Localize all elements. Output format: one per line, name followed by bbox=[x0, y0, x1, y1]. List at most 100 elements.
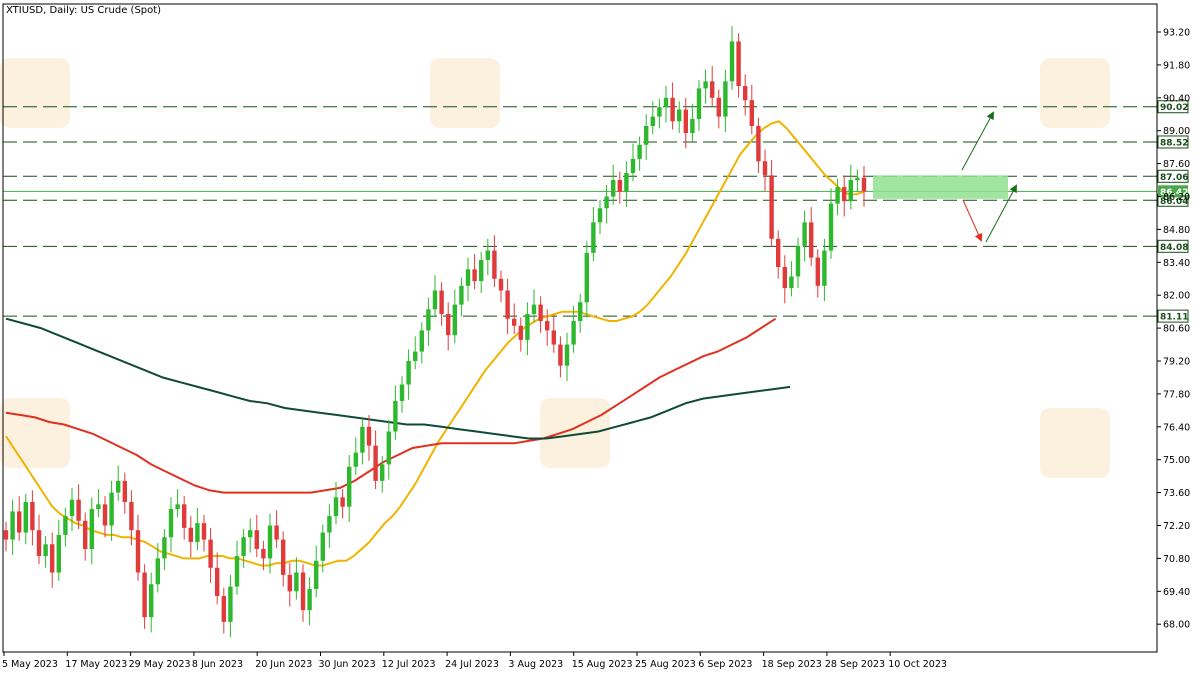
candle-body bbox=[76, 499, 81, 521]
candle-body bbox=[413, 351, 418, 361]
level-label: 86.04 bbox=[1160, 197, 1188, 207]
candle-body bbox=[142, 572, 147, 618]
candle-body bbox=[452, 304, 457, 336]
candle-body bbox=[670, 97, 675, 122]
candle-body bbox=[736, 41, 741, 87]
watermark-logo bbox=[0, 58, 70, 128]
candle-body bbox=[492, 250, 497, 279]
candle-body bbox=[347, 466, 352, 507]
y-tick-label: 75.00 bbox=[1163, 455, 1190, 466]
candle-body bbox=[281, 539, 286, 575]
candle-body bbox=[769, 175, 774, 239]
candle-body bbox=[406, 361, 411, 385]
candle-body bbox=[23, 502, 28, 533]
candle-body bbox=[122, 480, 127, 502]
candle-body bbox=[327, 516, 332, 533]
y-tick-label: 87.60 bbox=[1163, 159, 1190, 170]
candle-body bbox=[294, 572, 299, 592]
watermark-logo bbox=[540, 398, 610, 468]
candle-body bbox=[842, 187, 847, 202]
candle-body bbox=[531, 304, 537, 314]
candle-body bbox=[584, 252, 589, 303]
candle-body bbox=[465, 269, 471, 286]
y-tick-label: 80.60 bbox=[1163, 324, 1190, 335]
candle-body bbox=[10, 511, 15, 540]
level-label-box bbox=[1157, 135, 1189, 149]
candle-body bbox=[637, 144, 642, 159]
candle-body bbox=[710, 81, 715, 98]
level-label-box bbox=[1157, 309, 1189, 323]
candle-body bbox=[340, 497, 345, 507]
level-label-box bbox=[1157, 169, 1189, 183]
candle-body bbox=[314, 560, 319, 589]
watermark-layer bbox=[0, 58, 1110, 478]
y-tick-label: 79.20 bbox=[1163, 357, 1190, 368]
candle-body bbox=[149, 584, 154, 618]
bearish-arrow bbox=[962, 199, 983, 242]
candle-body bbox=[333, 497, 339, 517]
moving-average-line bbox=[5, 317, 791, 440]
candle-body bbox=[43, 544, 48, 557]
candle-body bbox=[36, 530, 42, 557]
y-tick-label: 89.00 bbox=[1163, 126, 1190, 137]
candle-body bbox=[545, 321, 550, 331]
candle-body bbox=[50, 544, 55, 573]
candle-body bbox=[96, 504, 101, 510]
candle-body bbox=[360, 426, 365, 453]
level-label-box bbox=[1157, 239, 1189, 253]
highlight-zone bbox=[873, 175, 1008, 199]
x-tick-label: 3 Aug 2023 bbox=[508, 659, 563, 670]
candle-body bbox=[69, 499, 75, 517]
chart-title: XTIUSD, Daily: US Crude (Spot) bbox=[6, 5, 161, 16]
candle-body bbox=[789, 276, 794, 289]
y-tick-label: 72.20 bbox=[1163, 521, 1190, 532]
x-tick-label: 15 Aug 2023 bbox=[572, 659, 633, 670]
candle-body bbox=[102, 504, 108, 526]
candle-body bbox=[380, 464, 385, 481]
y-tick-label: 68.00 bbox=[1163, 620, 1190, 631]
y-tick-label: 77.80 bbox=[1163, 389, 1190, 400]
x-tick-label: 12 Jul 2023 bbox=[382, 659, 436, 670]
candle-body bbox=[353, 452, 358, 467]
candle-body bbox=[208, 539, 213, 568]
candle-body bbox=[215, 567, 220, 596]
candle-body bbox=[795, 245, 801, 277]
x-tick-label: 17 May 2023 bbox=[65, 659, 127, 670]
candle-body bbox=[743, 86, 748, 101]
candle-body bbox=[399, 384, 405, 401]
candle-body bbox=[762, 161, 768, 176]
candle-body bbox=[677, 109, 682, 122]
candle-body bbox=[386, 431, 391, 465]
current-price-box bbox=[1158, 185, 1188, 198]
candle-body bbox=[551, 330, 556, 345]
x-tick-label: 6 Sep 2023 bbox=[698, 659, 752, 670]
x-tick-label: 25 Aug 2023 bbox=[635, 659, 696, 670]
candle-body bbox=[300, 572, 306, 611]
candle-body bbox=[287, 574, 292, 592]
candle-body bbox=[446, 314, 451, 336]
moving-average-line bbox=[5, 317, 777, 494]
current-price-label: 86.42 bbox=[1160, 188, 1188, 198]
candle-body bbox=[188, 527, 193, 542]
candle-body bbox=[109, 492, 114, 526]
candle-body bbox=[525, 314, 530, 340]
candle-body bbox=[30, 502, 35, 531]
candle-body bbox=[155, 558, 160, 585]
candle-body bbox=[782, 267, 787, 289]
candle-body bbox=[366, 426, 372, 446]
level-label: 84.08 bbox=[1160, 243, 1188, 253]
candle-body bbox=[254, 530, 259, 549]
candle-body bbox=[393, 400, 398, 432]
watermark-logo bbox=[1040, 58, 1110, 128]
y-tick-label: 76.40 bbox=[1163, 422, 1190, 433]
candle-body bbox=[228, 586, 233, 622]
y-tick-label: 84.80 bbox=[1163, 225, 1190, 236]
candle-body bbox=[657, 107, 662, 117]
price-zone bbox=[873, 175, 1008, 199]
candle-body bbox=[815, 257, 820, 286]
candle-body bbox=[848, 180, 853, 202]
candle-body bbox=[234, 556, 240, 587]
candle-body bbox=[683, 109, 688, 134]
